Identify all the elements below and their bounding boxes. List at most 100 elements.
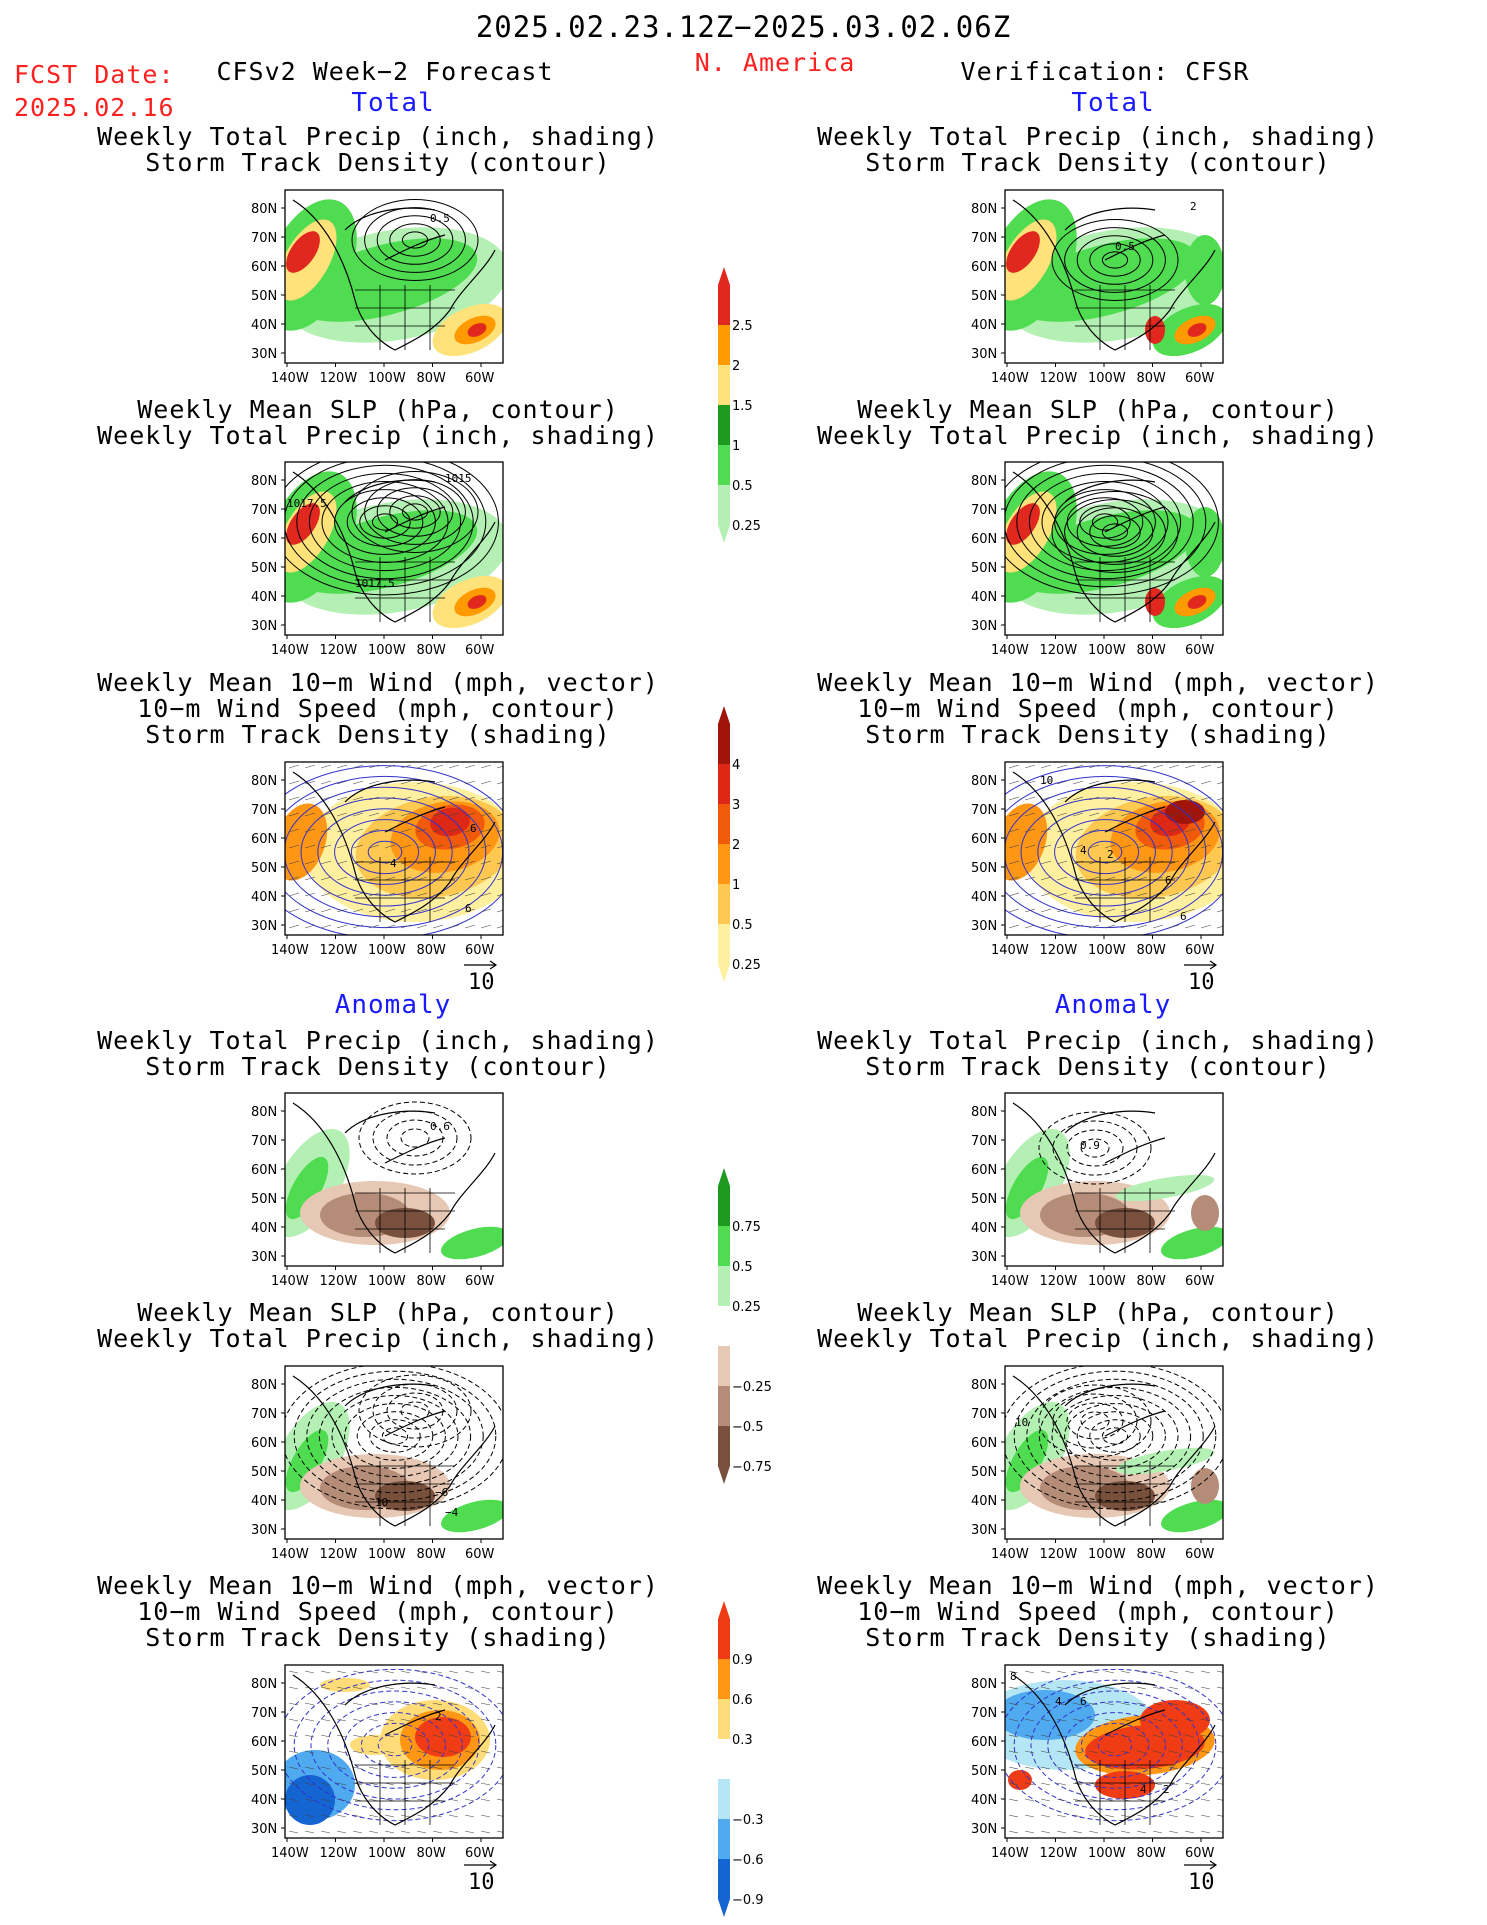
colorbar-label: 2 <box>732 359 740 374</box>
storm-track-contour <box>1051 219 1179 301</box>
lat-tick-label: 40N <box>971 318 997 333</box>
storm-density-shading <box>430 807 470 837</box>
lon-tick-label: 140W <box>271 1274 309 1289</box>
colorbar-segment <box>718 1619 730 1659</box>
lon-tick-label: 80W <box>1137 1846 1167 1861</box>
colorbar-label: 0.5 <box>732 1260 753 1275</box>
slp-contour <box>371 513 399 531</box>
storm-track-anomaly-contour <box>1038 1384 1152 1458</box>
lon-tick-label: 140W <box>271 643 309 658</box>
lat-tick-label: 60N <box>971 532 997 547</box>
lon-tick-label: 140W <box>991 1846 1029 1861</box>
wind-storm-anom-verification-title-line3: Storm Track Density (shading) <box>865 1623 1331 1652</box>
lat-tick-label: 40N <box>971 1494 997 1509</box>
colorbar-label: 4 <box>732 758 740 773</box>
colorbar-segment <box>718 405 730 445</box>
vector-reference-label: 10 <box>468 970 495 995</box>
slp-contour <box>1076 1411 1154 1461</box>
contour-label: 6 <box>1165 874 1172 887</box>
storm-track-anomaly-contour <box>358 1101 472 1175</box>
precip-anomaly-shading <box>285 1156 329 1220</box>
lon-tick-label: 140W <box>271 371 309 386</box>
colorbar-label: −0.25 <box>732 1380 772 1395</box>
verification-column-title: Verification: CFSR <box>960 57 1250 86</box>
lon-tick-label: 60W <box>1185 1846 1215 1861</box>
wind-speed-contour <box>300 797 470 907</box>
lon-tick-label: 100W <box>368 943 406 958</box>
precip-shading <box>1012 238 1198 322</box>
slp-contour <box>356 1411 434 1461</box>
lon-tick-label: 60W <box>465 1547 495 1562</box>
colorbar-tip <box>718 1168 730 1186</box>
lat-tick-label: 40N <box>251 1793 277 1808</box>
lat-tick-label: 70N <box>971 1134 997 1149</box>
slp-contour <box>285 462 499 596</box>
lat-tick-label: 50N <box>251 861 277 876</box>
lon-tick-label: 60W <box>465 371 495 386</box>
wind-storm-anom-verification-title-line2: 10−m Wind Speed (mph, contour) <box>857 1597 1339 1626</box>
precip-storm-total-forecast-map: 0.5 80N 70N 60N 50N 40N 30N 140W 120W 100W 80W 60W <box>245 186 523 389</box>
wind-speed-contour <box>317 808 453 896</box>
vector-reference-arrow: 10 <box>1182 1855 1222 1895</box>
coastline <box>1012 1102 1216 1254</box>
colorbar-segment <box>718 924 730 964</box>
lon-tick-label: 60W <box>1185 1547 1215 1562</box>
colorbar-segment <box>718 1699 730 1739</box>
state-borders <box>1075 1760 1175 1825</box>
slp-precip-total-verification-title-line1: Weekly Mean SLP (hPa, contour) <box>857 395 1339 424</box>
storm-track-anomaly-contour <box>1080 1138 1110 1158</box>
wind-storm-anom-forecast-title-line1: Weekly Mean 10−m Wind (mph, vector) <box>97 1571 659 1600</box>
slp-contour <box>359 505 411 539</box>
lon-tick-label: 60W <box>1185 371 1215 386</box>
precip-shading <box>467 323 487 337</box>
fcst-date-value: 2025.02.16 <box>14 93 175 122</box>
wind-storm-total-forecast-map: 6 4 6 80N 70N 60N 50N 40N 30N 140W 120W 100W 80W 60W <box>245 758 523 961</box>
colorbar-segment <box>718 325 730 365</box>
colorbar-label: 0.6 <box>732 1693 753 1708</box>
lon-tick-label: 80W <box>1137 371 1167 386</box>
storm-anomaly-shading <box>1008 1770 1032 1790</box>
lon-tick-label: 100W <box>1088 1846 1126 1861</box>
precip-anomaly-shading <box>1191 1195 1219 1231</box>
wind-speed-anomaly-contour <box>377 1733 413 1757</box>
colorbar-label: 0.25 <box>732 958 761 973</box>
storm-track-anomaly-contour <box>358 1374 472 1448</box>
wind-storm-anom-verification-title-line1: Weekly Mean 10−m Wind (mph, vector) <box>817 1571 1379 1600</box>
storm-track-contour <box>1089 515 1141 549</box>
slp-precip-anom-verification-title-line2: Weekly Total Precip (inch, shading) <box>817 1324 1379 1353</box>
vector-reference-label: 10 <box>1188 970 1215 995</box>
storm-anomaly-shading <box>1140 1700 1210 1740</box>
slp-contour <box>1038 1386 1192 1486</box>
lon-tick-label: 60W <box>1185 643 1215 658</box>
slp-contour <box>1101 1427 1129 1445</box>
lat-tick-label: 40N <box>251 1221 277 1236</box>
lon-tick-label: 80W <box>417 1274 447 1289</box>
map-frame <box>1004 189 1224 364</box>
colorbar-segment <box>718 1819 730 1859</box>
precip-storm-total-verification-title-line2: Storm Track Density (contour) <box>865 148 1331 177</box>
precip-shading <box>1145 588 1165 616</box>
lon-tick-label: 120W <box>1040 371 1078 386</box>
precip-shading <box>467 595 487 609</box>
lat-tick-label: 80N <box>971 474 997 489</box>
slp-contour <box>1054 489 1156 555</box>
lon-tick-label: 140W <box>991 1547 1029 1562</box>
slp-contour <box>331 1395 459 1477</box>
lat-tick-label: 60N <box>251 1735 277 1750</box>
lon-tick-label: 60W <box>465 643 495 658</box>
colorbar-label: −0.75 <box>732 1460 772 1475</box>
lon-tick-label: 100W <box>1088 371 1126 386</box>
state-borders <box>1075 285 1175 350</box>
lat-tick-label: 70N <box>251 803 277 818</box>
lat-tick-label: 30N <box>971 1250 997 1265</box>
map-frame <box>1004 1365 1224 1540</box>
lon-tick-label: 140W <box>271 1846 309 1861</box>
lat-tick-label: 50N <box>971 1465 997 1480</box>
lon-tick-label: 80W <box>417 943 447 958</box>
colorbar-label: 0.5 <box>732 918 753 933</box>
lat-tick-label: 70N <box>251 1134 277 1149</box>
lat-tick-label: 30N <box>251 1822 277 1837</box>
section-anomaly-verification: Anomaly <box>1054 990 1172 1020</box>
colorbar-segment <box>718 1426 730 1466</box>
precip-shading <box>286 503 320 545</box>
